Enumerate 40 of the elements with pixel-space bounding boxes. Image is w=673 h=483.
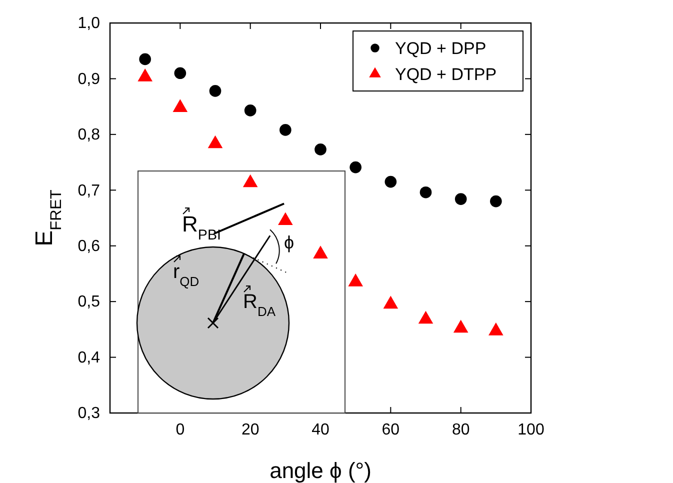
point	[420, 186, 432, 198]
point	[348, 274, 363, 286]
legend-label: YQD + DPP	[395, 39, 486, 58]
annotation: ϕ	[284, 232, 294, 253]
annotation: R$_{DA}$	[243, 291, 276, 318]
x-axis-title: angle ϕ (°)	[270, 458, 372, 483]
point	[139, 53, 151, 66]
x-tick-label: 80	[452, 421, 470, 438]
point	[242, 174, 258, 188]
y-tick-label: 0,4	[78, 349, 100, 366]
point	[314, 144, 326, 156]
point	[244, 104, 256, 116]
annotation: R$_{PBI}$	[182, 212, 221, 244]
point	[384, 176, 397, 188]
point	[383, 296, 398, 309]
y-tick-label: 0,9	[78, 70, 100, 88]
point	[280, 124, 292, 136]
y-tick-label: 0,6	[78, 238, 100, 255]
y-tick-label: 0,7	[78, 182, 100, 200]
point	[174, 67, 186, 80]
point	[488, 322, 504, 336]
annotation: r$_{QD}$	[173, 261, 200, 288]
point	[453, 320, 468, 333]
x-tick-label: 40	[312, 421, 330, 438]
x-tick-label: 60	[382, 421, 400, 438]
point	[490, 195, 502, 208]
y-tick-label: 0,3	[78, 405, 100, 422]
point	[209, 85, 222, 97]
point	[278, 212, 293, 226]
point	[418, 310, 434, 324]
x-tick-label: 0	[176, 421, 185, 438]
point	[454, 193, 467, 205]
y-tick-label: 1,0	[78, 15, 100, 32]
y-tick-label: 0,5	[78, 294, 100, 311]
point	[350, 161, 362, 174]
legend-label: YQD + DTPP	[395, 65, 497, 84]
x-tick-label: 20	[241, 421, 260, 438]
y-tick-label: 0,8	[78, 126, 100, 144]
x-tick-label: 100	[518, 421, 544, 438]
point	[313, 246, 328, 258]
